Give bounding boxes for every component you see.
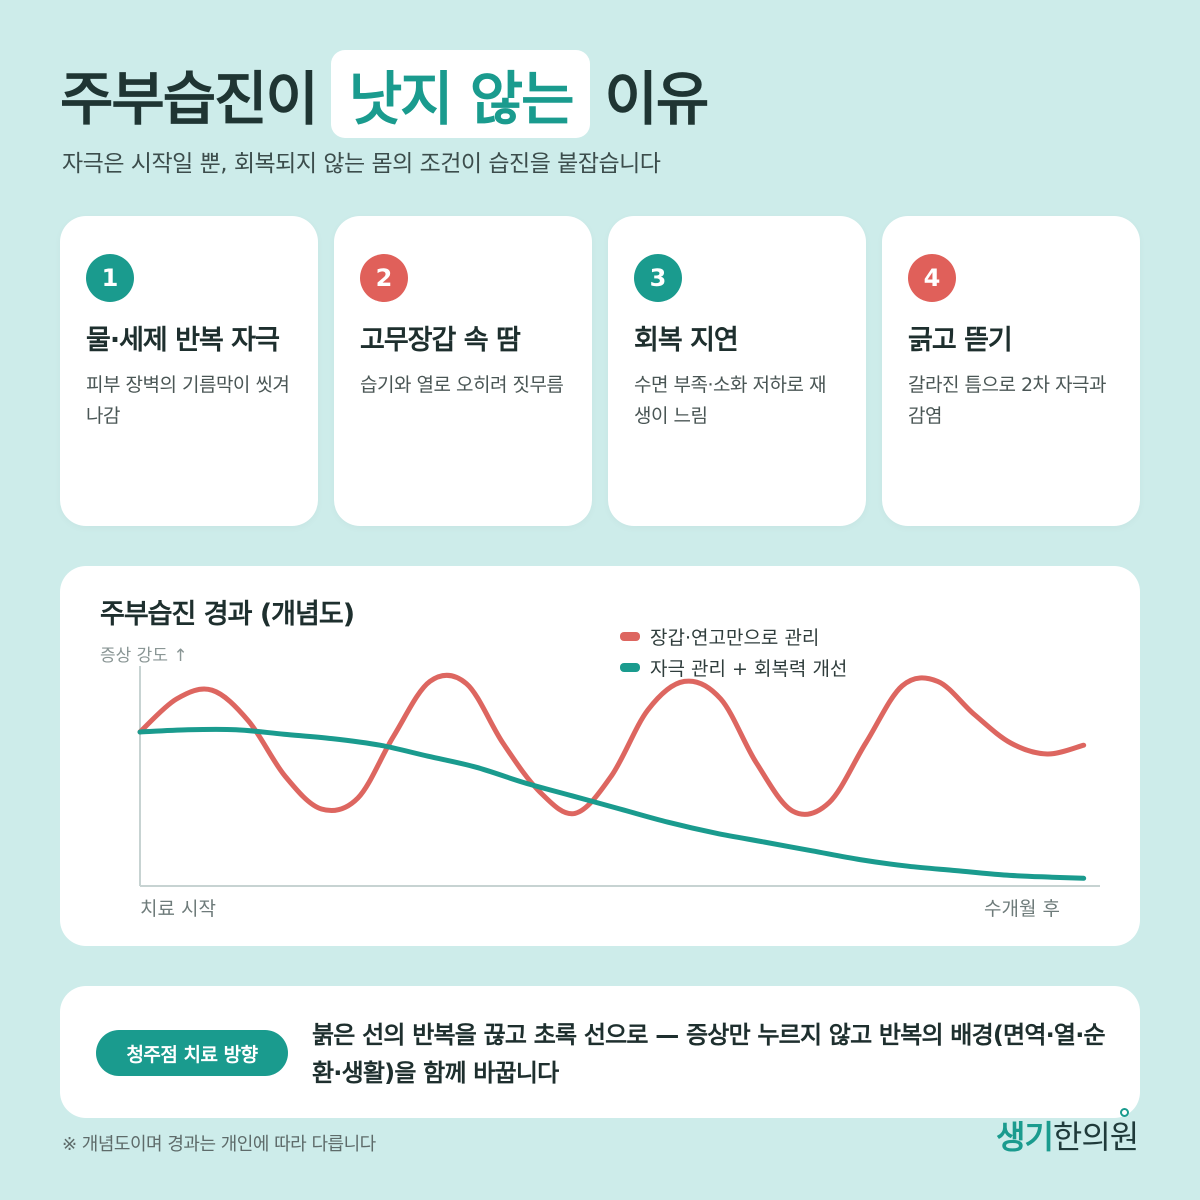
logo-dot-icon	[1120, 1108, 1129, 1117]
page-title: 주부습진이 낫지 않는 이유	[60, 50, 709, 138]
legend-label-red: 장갑·연고만으로 관리	[650, 627, 819, 649]
legend-swatch-green	[620, 663, 640, 672]
card-description: 습기와 열로 오히려 짓무름	[360, 374, 564, 396]
series-line-recovery	[137, 726, 1087, 881]
title-part-2: 이유	[604, 65, 709, 133]
card-number-badge: 2	[360, 254, 408, 302]
treatment-direction-text: 붉은 선의 반복을 끊고 초록 선으로 — 증상만 누르지 않고 반복의 배경(…	[312, 1021, 1106, 1087]
reason-card-4: 4 긁고 뜯기 갈라진 틈으로 2차 자극과 감염	[882, 216, 1140, 526]
chart-card: 주부습진 경과 (개념도) 증상 강도 ↑ 치료 시작 수개월 후 장갑·연고만…	[60, 566, 1140, 946]
y-axis-label: 증상 강도 ↑	[100, 646, 188, 666]
series-line-stimulus-only	[137, 672, 1087, 817]
x-end-label: 수개월 후	[984, 898, 1060, 920]
title-highlight: 낫지 않는	[330, 50, 591, 138]
card-title: 물·세제 반복 자극	[86, 325, 280, 356]
reason-card-1: 1 물·세제 반복 자극 피부 장벽의 기름막이 씻겨 나감	[60, 216, 318, 526]
card-title: 회복 지연	[634, 325, 739, 356]
page-subtitle: 자극은 시작일 뿐, 회복되지 않는 몸의 조건이 습진을 붙잡습니다	[62, 151, 661, 177]
chart-title: 주부습진 경과 (개념도)	[100, 599, 355, 630]
card-title: 긁고 뜯기	[908, 325, 1013, 356]
x-start-label: 치료 시작	[140, 898, 216, 920]
logo-part-a: 생기	[996, 1118, 1054, 1156]
logo-part-b: 한의원	[1052, 1118, 1139, 1156]
card-number-badge: 1	[86, 254, 134, 302]
card-description: 수면 부족·소화 저하로 재생이 느림	[634, 374, 826, 427]
progress-chart: 증상 강도 ↑ 치료 시작 수개월 후 장갑·연고만으로 관리 자극 관리 + …	[100, 627, 1100, 920]
card-description: 피부 장벽의 기름막이 씻겨 나감	[86, 374, 290, 427]
card-description: 갈라진 틈으로 2차 자극과 감염	[908, 374, 1107, 427]
treatment-direction-pill: 청주점 치료 방향	[96, 1030, 288, 1076]
chart-legend: 장갑·연고만으로 관리 자극 관리 + 회복력 개선	[620, 627, 847, 680]
card-number-badge: 3	[634, 254, 682, 302]
reason-card-2: 2 고무장갑 속 땀 습기와 열로 오히려 짓무름	[334, 216, 592, 526]
title-part-1: 주부습진이	[60, 65, 319, 133]
footnote: ※ 개념도이며 경과는 개인에 따라 다릅니다	[62, 1134, 376, 1155]
card-title: 고무장갑 속 땀	[360, 325, 521, 356]
legend-swatch-red	[620, 632, 640, 641]
clinic-logo: 생기한의원	[996, 1112, 1139, 1158]
legend-label-green: 자극 관리 + 회복력 개선	[650, 658, 847, 680]
treatment-direction-card: 청주점 치료 방향 붉은 선의 반복을 끊고 초록 선으로 — 증상만 누르지 …	[60, 986, 1140, 1118]
card-number-badge: 4	[908, 254, 956, 302]
reason-card-3: 3 회복 지연 수면 부족·소화 저하로 재생이 느림	[608, 216, 866, 526]
